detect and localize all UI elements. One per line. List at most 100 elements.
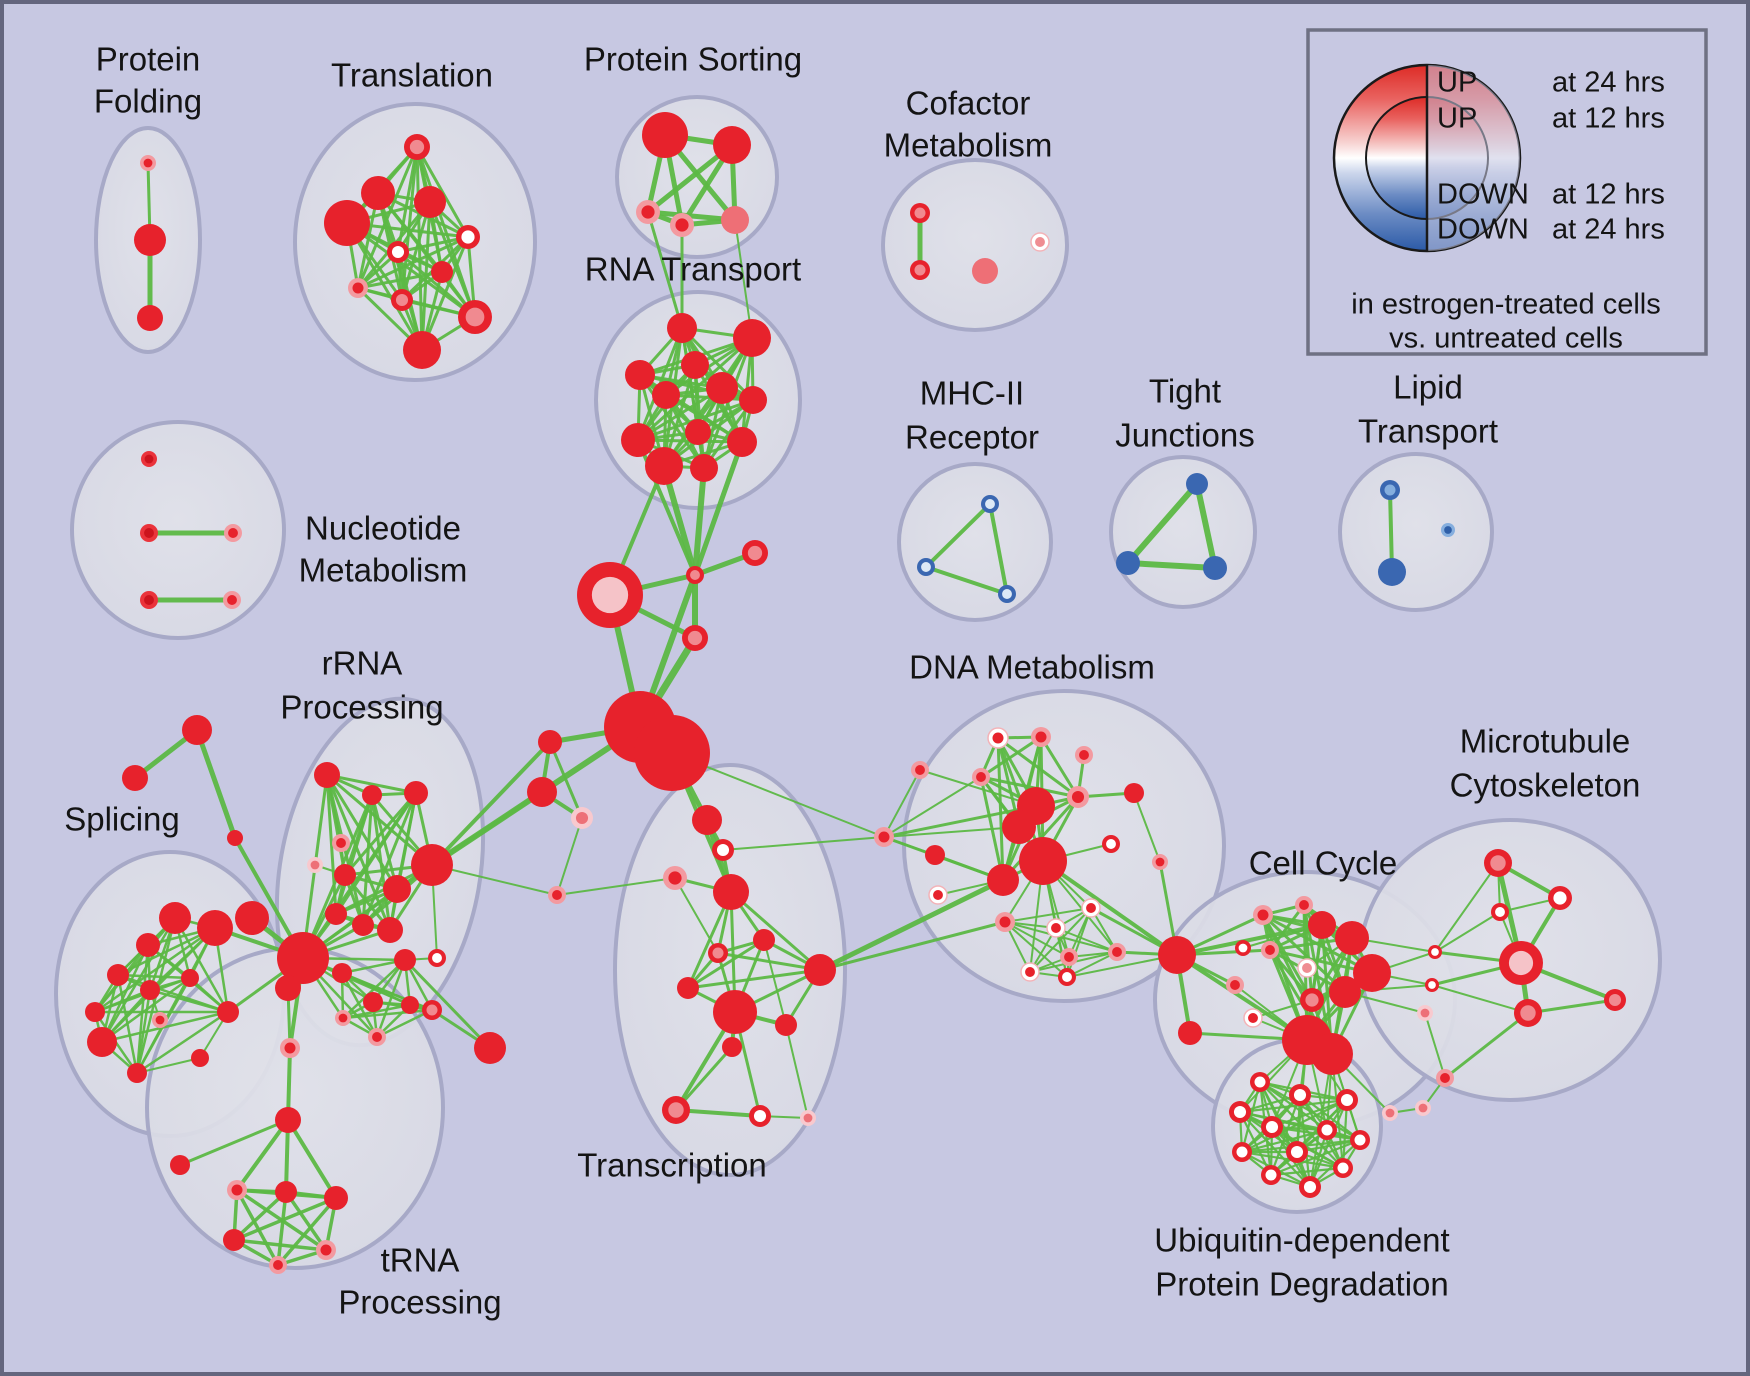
network-node-mh2-center <box>921 562 931 572</box>
network-node-tl1-center <box>409 139 425 155</box>
network-node-cf3 <box>972 258 998 284</box>
network-node-cf4-center <box>1035 237 1045 247</box>
network-edge <box>276 1190 288 1267</box>
network-node-dm17-center <box>1064 952 1074 962</box>
network-node-cc4-center <box>1302 963 1312 973</box>
network-node-dm2-center <box>1035 731 1047 743</box>
network-node-sp4 <box>235 901 269 935</box>
cluster-label-dna-metabolism: DNA Metabolism <box>909 649 1155 686</box>
network-edge <box>1268 903 1306 952</box>
network-node-cc12-center <box>1248 1013 1258 1023</box>
network-edge <box>817 877 1006 973</box>
cluster-ellipse-nucleotide-metabolism <box>70 420 286 640</box>
network-node-q2 <box>275 1107 301 1133</box>
network-node-mh3-center <box>1002 589 1012 599</box>
cluster-label-tight-junctions: Tight <box>1149 373 1221 410</box>
network-node-sp3 <box>136 933 160 957</box>
network-edge <box>343 791 418 877</box>
network-node-cc1-center <box>1257 909 1269 921</box>
network-node-cc11 <box>1311 1033 1353 1075</box>
network-node-rt6 <box>652 381 680 409</box>
network-edge <box>148 988 230 1014</box>
network-edge <box>1055 927 1118 953</box>
labels-layer: Protein Folding Translation Protein Sorting… <box>64 41 1640 1321</box>
legend-direction-0: UP <box>1437 67 1477 99</box>
network-edge <box>100 1010 230 1044</box>
network-edge <box>1004 907 1092 923</box>
network-node-rt7 <box>739 386 767 414</box>
network-node-cc9-center <box>1305 993 1319 1007</box>
network-node-st3 <box>227 830 243 846</box>
network-edge <box>883 776 982 838</box>
network-node-cc3-center <box>1265 945 1275 955</box>
network-node-tl7 <box>431 261 453 283</box>
cluster-label-trna-processing: Processing <box>338 1284 501 1321</box>
cluster-label-translation: Translation <box>331 57 493 94</box>
network-edge <box>1004 921 1070 958</box>
network-edge <box>93 926 217 1014</box>
network-node-ub8-center <box>1236 1146 1248 1158</box>
network-edge <box>883 769 921 838</box>
network-node-H2 <box>634 715 710 791</box>
network-node-dm13-center <box>915 765 925 775</box>
network-node-tl10-center <box>465 307 485 327</box>
network-node-sp1 <box>159 902 191 934</box>
network-node-tl4 <box>414 186 446 218</box>
network-edge <box>325 773 338 916</box>
network-edge <box>646 210 684 330</box>
network-node-sp2 <box>197 910 233 946</box>
cluster-label-nucleotide-metabolism: Metabolism <box>299 552 468 589</box>
cluster-label-cofactor-metabolism: Metabolism <box>884 127 1053 164</box>
network-node-dm14-center <box>999 916 1011 928</box>
network-node-cc5 <box>1308 911 1336 939</box>
network-edge <box>924 502 992 569</box>
legend-direction-3: DOWN <box>1437 214 1529 246</box>
network-node-ub4-center <box>1233 1105 1247 1119</box>
network-edge <box>1125 481 1200 566</box>
cluster-label-protein-sorting: Protein Sorting <box>584 41 802 78</box>
network-edge <box>100 976 192 1044</box>
network-node-k3-center <box>1420 1008 1430 1018</box>
network-edge <box>1270 1125 1345 1170</box>
network-node-mt5-center <box>1520 1005 1536 1021</box>
network-node-dm11-center <box>1106 839 1116 849</box>
network-node-rt5 <box>706 372 738 404</box>
network-edge <box>276 1196 338 1267</box>
network-node-n12 <box>1158 936 1196 974</box>
network-node-rr16 <box>401 996 419 1014</box>
network-edge <box>431 864 558 896</box>
network-node-k2-center <box>1428 981 1436 989</box>
network-edge <box>979 775 1080 799</box>
network-node-dm5-center <box>1071 790 1085 804</box>
network-node-dm6 <box>1124 783 1144 803</box>
network-node-pf3 <box>137 305 163 331</box>
legend-time-1: at 12 hrs <box>1552 103 1665 135</box>
cluster-label-lipid-transport: Lipid <box>1393 369 1463 406</box>
nodes-layer <box>85 112 1626 1274</box>
network-node-rt9 <box>621 423 655 457</box>
network-edge <box>1434 911 1501 953</box>
network-node-dm18-center <box>1112 947 1122 957</box>
network-node-mt2-center <box>1553 891 1567 905</box>
network-node-cc7 <box>1353 954 1391 992</box>
network-node-q9-center <box>273 1260 283 1270</box>
network-edge <box>1175 953 1309 1042</box>
network-node-ch3-center <box>591 576 629 614</box>
network-edge <box>979 735 1043 779</box>
network-node-ub7-center <box>1354 1134 1366 1146</box>
network-node-tx14-center <box>803 1113 813 1123</box>
network-node-ch8-center <box>552 890 562 900</box>
network-node-tx5 <box>753 929 775 951</box>
network-node-rr3 <box>404 781 428 805</box>
network-node-pf2 <box>134 224 166 256</box>
network-node-dm20-center <box>1062 972 1072 982</box>
network-node-rr12 <box>277 932 329 984</box>
network-edge <box>341 1003 412 1020</box>
cluster-label-transcription: Transcription <box>577 1147 767 1184</box>
network-node-cf2-center <box>914 264 926 276</box>
network-node-q8-center <box>320 1244 332 1256</box>
network-node-tx2-center <box>716 843 730 857</box>
network-node-mt3-center <box>1495 907 1505 917</box>
network-edge <box>924 565 1009 596</box>
